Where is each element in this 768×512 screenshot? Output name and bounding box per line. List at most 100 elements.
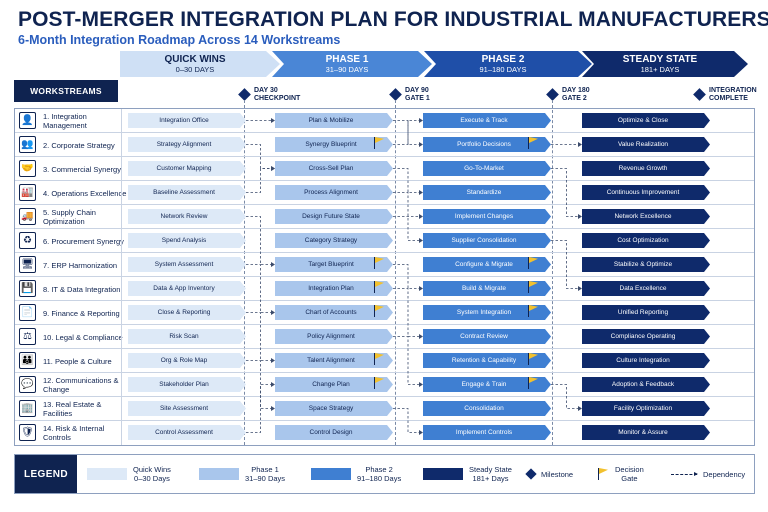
cycle-icon: ♻: [19, 232, 36, 249]
task-bar-quick-wins: Data & App Inventory: [128, 281, 246, 296]
workstream-row: 📄 9. Finance & Reporting Close & Reporting…: [15, 301, 754, 325]
legend-label: Dependency: [703, 469, 746, 479]
task-bar-quick-wins: System Assessment: [128, 257, 246, 272]
decision-gate-flag-icon: [373, 137, 385, 149]
workstream-label: 5. Supply Chain Optimization: [43, 208, 96, 226]
workstream-row: 🏢 13. Real Estate & Facilities Site Assess…: [15, 397, 754, 421]
decision-gate-flag-icon: [527, 137, 539, 149]
task-bar-quick-wins: Integration Office: [128, 113, 246, 128]
task-bar-steady-state: Unified Reporting: [582, 305, 710, 320]
task-bar-steady-state: Optimize & Close: [582, 113, 710, 128]
task-bar-steady-state: Value Realization: [582, 137, 710, 152]
workstream-label: 9. Finance & Reporting: [43, 308, 120, 318]
task-bar-phase-1: Target Blueprint: [275, 257, 393, 272]
decision-gate-flag-icon: [527, 353, 539, 365]
phase-days: 0–30 DAYS: [175, 65, 215, 74]
task-bar-phase-1: Category Strategy: [275, 233, 393, 248]
phase-days: 91–180 DAYS: [479, 65, 527, 74]
workstream-row: ♻ 6. Procurement Synergy Spend Analysis Cat…: [15, 229, 754, 253]
task-bar-steady-state: Monitor & Assure: [582, 425, 710, 440]
workstream-label: 3. Commercial Synergy: [43, 164, 121, 174]
milestone-label: INTEGRATION COMPLETE: [709, 87, 757, 102]
workstream-label: 2. Corporate Strategy: [43, 140, 115, 150]
legend-label: Phase 2 91–180 Days: [357, 465, 402, 483]
task-bar-phase-1: Integration Plan: [275, 281, 393, 296]
workstream-row: 🤝 3. Commercial Synergy Customer Mapping Cr…: [15, 157, 754, 181]
handshake-icon: 🤝: [19, 160, 36, 177]
task-bar-steady-state: Facility Optimization: [582, 401, 710, 416]
legend-milestone: Milestone: [525, 463, 574, 485]
legend-quick-wins: Quick Wins 0–30 Days: [87, 463, 171, 485]
task-bar-phase-1: Design Future State: [275, 209, 393, 224]
workstream-row: 🖥 7. ERP Harmonization System Assessment Ta…: [15, 253, 754, 277]
legend: LEGEND Quick Wins 0–30 Days Phase 1 31–90 …: [14, 454, 755, 494]
legend-dependency: Dependency: [671, 463, 745, 485]
truck-icon: 🚚: [19, 208, 36, 225]
legend-swatch: [311, 468, 351, 480]
workstream-label: 10. Legal & Compliance: [43, 332, 123, 342]
milestone-diamond-icon: [693, 88, 706, 101]
task-bar-phase-2: Supplier Consolidation: [423, 233, 551, 248]
row-divider: [121, 301, 122, 325]
workstream-label: 6. Procurement Synergy: [43, 236, 124, 246]
task-bar-phase-2: Retention & Capability: [423, 353, 551, 368]
team-icon: 👪: [19, 352, 36, 369]
task-bar-phase-2: Consolidation: [423, 401, 551, 416]
decision-gate-flag-icon: [373, 281, 385, 293]
flag-icon: [597, 467, 609, 481]
legend-title: LEGEND: [15, 455, 77, 493]
workstream-label: 7. ERP Harmonization: [43, 260, 118, 270]
task-bar-steady-state: Revenue Growth: [582, 161, 710, 176]
task-bar-phase-2: Configure & Migrate: [423, 257, 551, 272]
task-bar-steady-state: Data Excellence: [582, 281, 710, 296]
phase-days: 31–90 DAYS: [325, 65, 369, 74]
phase-days: 181+ DAYS: [640, 65, 680, 74]
row-divider: [121, 205, 122, 229]
task-bar-phase-2: Portfolio Decisions: [423, 137, 551, 152]
task-bar-phase-2: Implement Changes: [423, 209, 551, 224]
row-divider: [121, 397, 122, 421]
decision-gate-flag-icon: [527, 305, 539, 317]
workstream-row: 👥 2. Corporate Strategy Strategy Alignment…: [15, 133, 754, 157]
task-bar-quick-wins: Baseline Assessment: [128, 185, 246, 200]
legend-label: Milestone: [541, 469, 574, 479]
task-bar-phase-1: Policy Alignment: [275, 329, 393, 344]
row-divider: [121, 349, 122, 373]
decision-gate-flag-icon: [373, 257, 385, 269]
legend-label: Steady State 181+ Days: [469, 465, 512, 483]
workstream-label: 14. Risk & Internal Controls: [43, 424, 105, 442]
task-bar-phase-1: Space Strategy: [275, 401, 393, 416]
task-bar-quick-wins: Org & Role Map: [128, 353, 246, 368]
page-title: POST-MERGER INTEGRATION PLAN FOR INDUSTR…: [18, 8, 768, 31]
row-divider: [121, 133, 122, 157]
task-bar-quick-wins: Network Review: [128, 209, 246, 224]
task-bar-quick-wins: Stakeholder Plan: [128, 377, 246, 392]
decision-gate-flag-icon: [527, 281, 539, 293]
task-bar-phase-2: Build & Migrate: [423, 281, 551, 296]
milestone-diamond-icon: [546, 88, 559, 101]
task-bar-steady-state: Stabilize & Optimize: [582, 257, 710, 272]
legend-label: Phase 1 31–90 Days: [245, 465, 286, 483]
decision-gate-flag-icon: [373, 353, 385, 365]
milestone-diamond-icon: [389, 88, 402, 101]
scales-icon: ⚖: [19, 328, 36, 345]
row-divider: [121, 373, 122, 397]
task-bar-phase-1: Control Design: [275, 425, 393, 440]
row-divider: [121, 229, 122, 253]
milestone-diamond-icon: [238, 88, 251, 101]
phase-name: PHASE 2: [481, 54, 525, 65]
workstream-label: 4. Operations Excellence: [43, 188, 127, 198]
milestone-diamond-icon: [525, 468, 537, 480]
row-divider: [121, 277, 122, 301]
decision-gate-flag-icon: [527, 257, 539, 269]
workstream-row: 💾 8. IT & Data Integration Data & App Inve…: [15, 277, 754, 301]
phase-band-steady-state: STEADY STATE 181+ DAYS: [582, 51, 748, 77]
page-subtitle: 6-Month Integration Roadmap Across 14 Wo…: [18, 33, 341, 47]
row-divider: [121, 253, 122, 277]
milestone-line-day-30: [244, 100, 245, 445]
legend-label: Decision Gate: [615, 465, 644, 483]
row-divider: [121, 421, 122, 445]
workstream-label: 1. Integration Management: [43, 112, 87, 130]
person-icon: 👤: [19, 112, 36, 129]
milestone-label: DAY 90 GATE 1: [405, 87, 430, 102]
